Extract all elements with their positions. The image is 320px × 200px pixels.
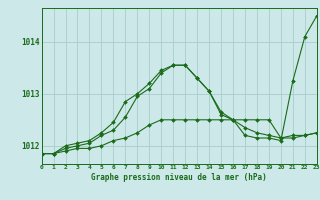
X-axis label: Graphe pression niveau de la mer (hPa): Graphe pression niveau de la mer (hPa) xyxy=(91,173,267,182)
